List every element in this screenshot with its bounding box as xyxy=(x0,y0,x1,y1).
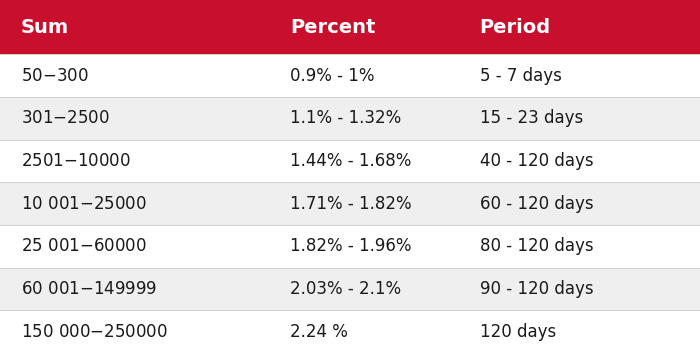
Bar xyxy=(0,182,700,225)
Text: 1.1% - 1.32%: 1.1% - 1.32% xyxy=(290,109,402,127)
Text: 10 001$ - 25 000$: 10 001$ - 25 000$ xyxy=(21,195,147,213)
Text: 60 - 120 days: 60 - 120 days xyxy=(480,195,593,213)
Bar xyxy=(0,225,700,268)
Bar xyxy=(0,0,700,54)
Text: 1.71% - 1.82%: 1.71% - 1.82% xyxy=(290,195,412,213)
Text: 5 - 7 days: 5 - 7 days xyxy=(480,66,561,85)
Text: 120 days: 120 days xyxy=(480,323,556,341)
Text: 50$ - 300$: 50$ - 300$ xyxy=(21,66,89,85)
Text: 2.24 %: 2.24 % xyxy=(290,323,349,341)
Text: 60 001$ - 149 999$: 60 001$ - 149 999$ xyxy=(21,280,158,298)
Bar xyxy=(0,54,700,97)
Text: Period: Period xyxy=(480,18,551,37)
Text: Percent: Percent xyxy=(290,18,376,37)
Bar xyxy=(0,97,700,140)
Text: 1.82% - 1.96%: 1.82% - 1.96% xyxy=(290,237,412,256)
Text: 301$ - 2500$: 301$ - 2500$ xyxy=(21,109,110,127)
Text: 40 - 120 days: 40 - 120 days xyxy=(480,152,593,170)
Text: 1.44% - 1.68%: 1.44% - 1.68% xyxy=(290,152,412,170)
Bar xyxy=(0,140,700,182)
Bar xyxy=(0,310,700,350)
Text: 25 001$ - 60 000$: 25 001$ - 60 000$ xyxy=(21,237,147,256)
Text: 90 - 120 days: 90 - 120 days xyxy=(480,280,593,298)
Text: 150 000$ - 250 000$: 150 000$ - 250 000$ xyxy=(21,323,168,341)
Text: Sum: Sum xyxy=(21,18,69,37)
Text: 80 - 120 days: 80 - 120 days xyxy=(480,237,593,256)
Bar xyxy=(0,268,700,310)
Text: 0.9% - 1%: 0.9% - 1% xyxy=(290,66,375,85)
Text: 2501$ - 10 000$: 2501$ - 10 000$ xyxy=(21,152,131,170)
Text: 15 - 23 days: 15 - 23 days xyxy=(480,109,582,127)
Text: 2.03% - 2.1%: 2.03% - 2.1% xyxy=(290,280,402,298)
